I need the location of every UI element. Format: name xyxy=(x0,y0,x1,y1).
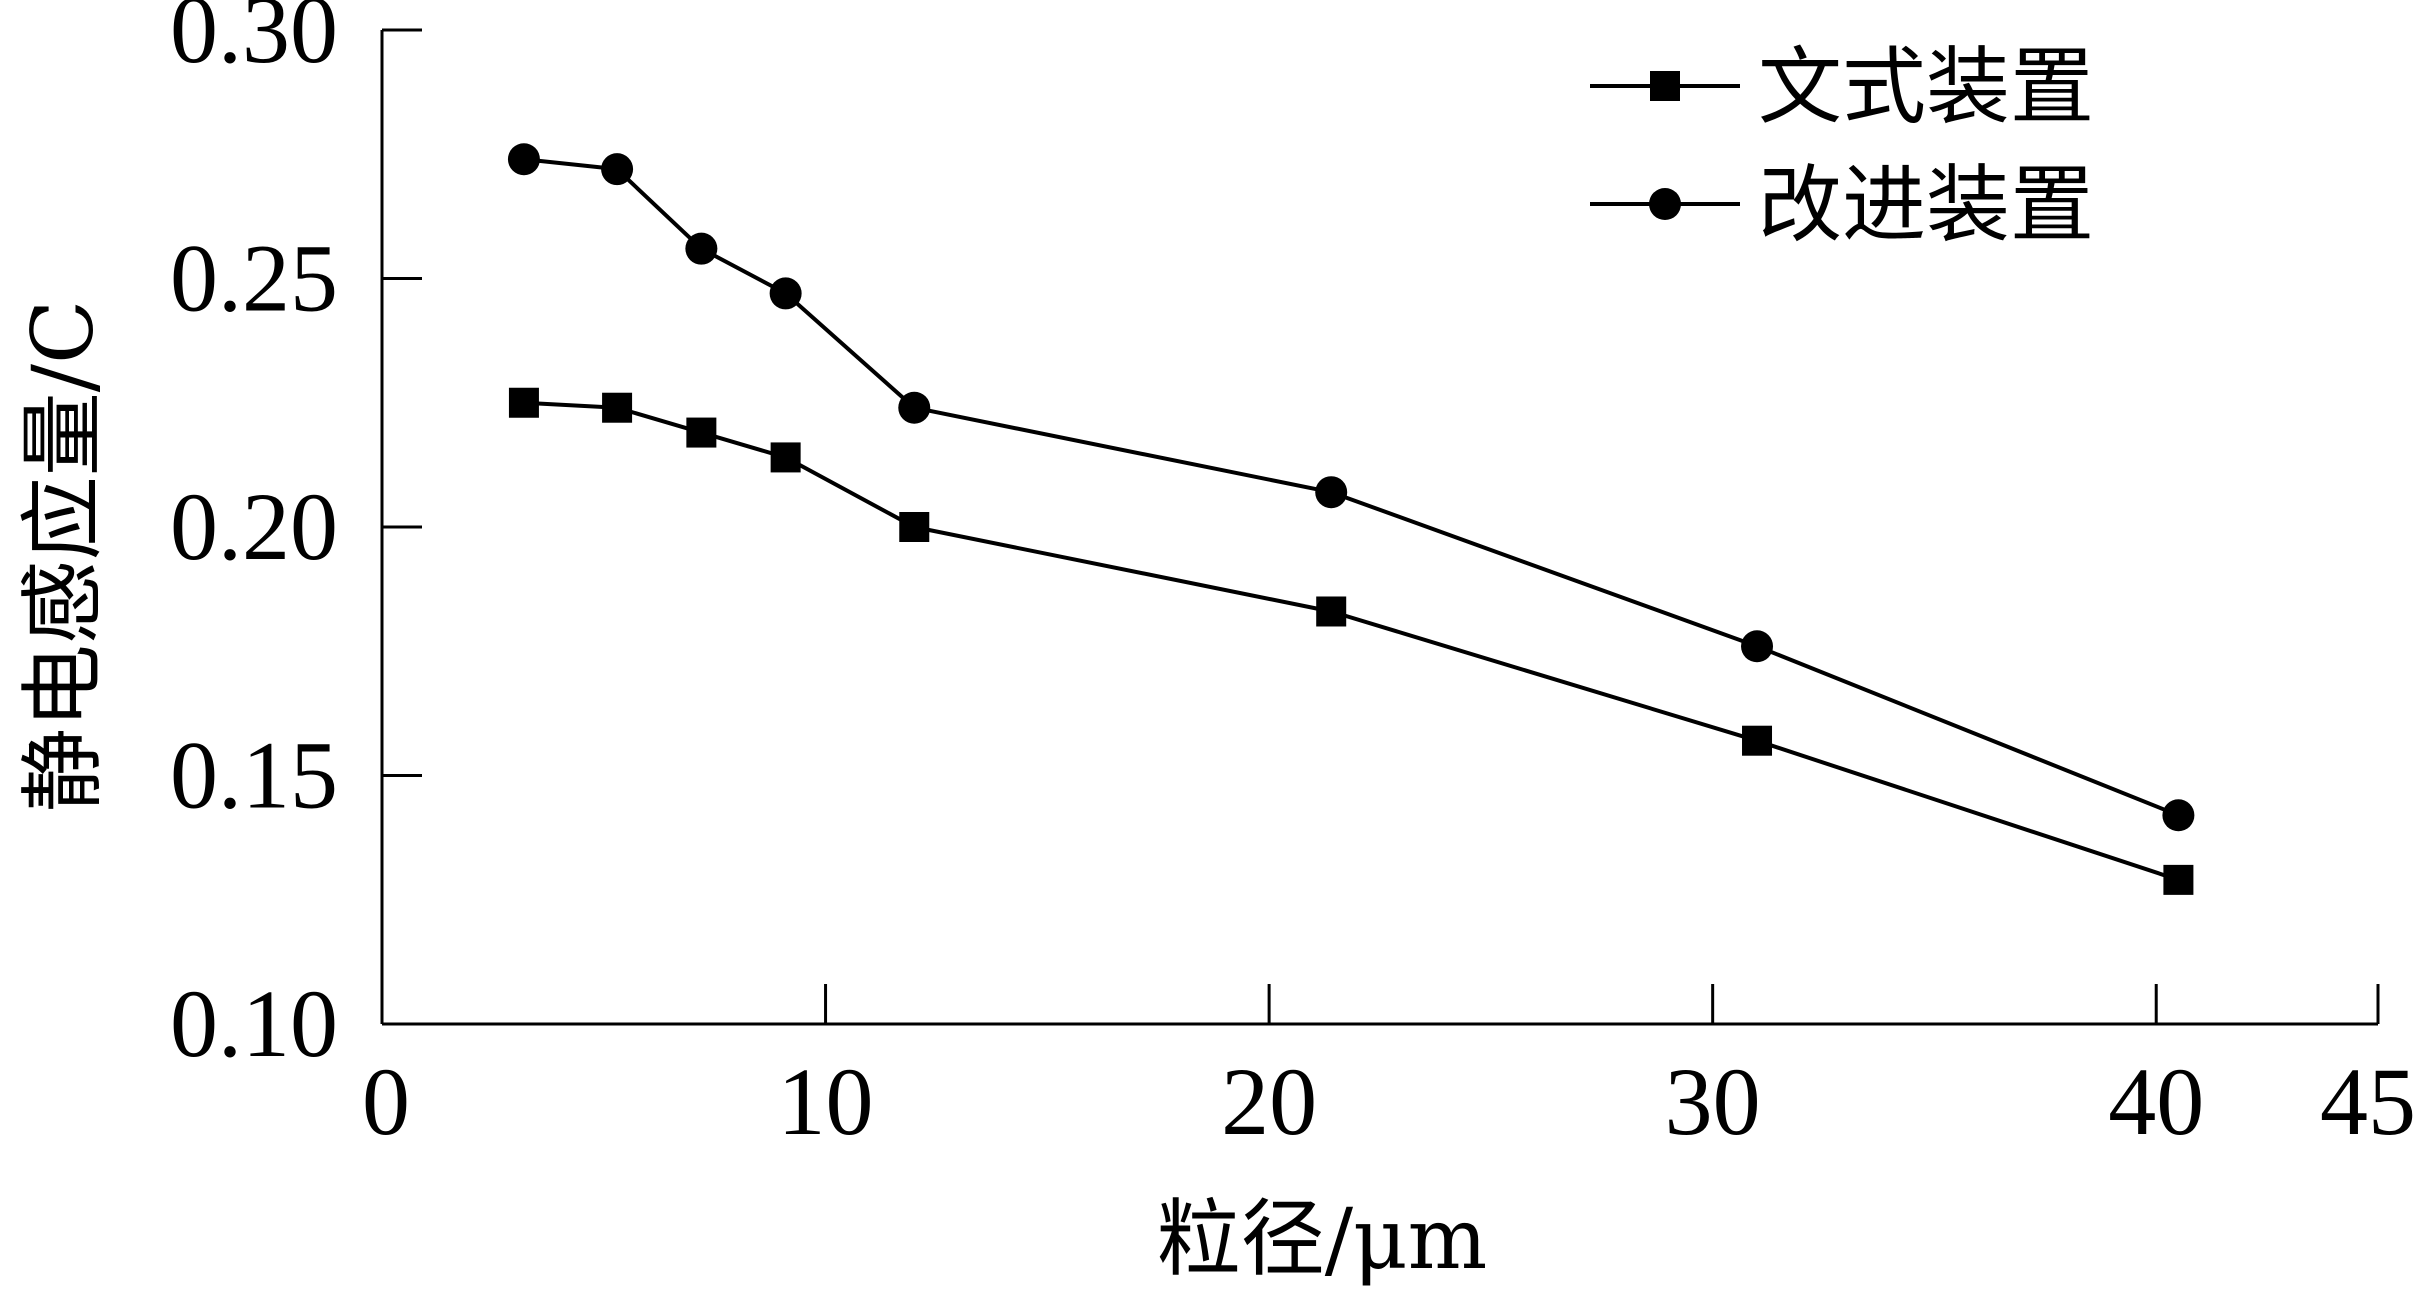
data-point xyxy=(686,417,717,448)
data-point xyxy=(1742,725,1773,756)
series-line xyxy=(523,400,2180,882)
data-point xyxy=(685,232,718,265)
series-layer xyxy=(507,143,2195,895)
data-point xyxy=(602,392,633,423)
series-line xyxy=(523,157,2180,818)
x-tick-label: 0 xyxy=(362,1048,410,1155)
data-point xyxy=(2163,864,2194,895)
data-point xyxy=(508,387,539,418)
x-tick-label: 45 xyxy=(2320,1048,2416,1155)
legend-marker xyxy=(1649,188,1681,220)
series-1 xyxy=(508,387,2194,895)
data-point xyxy=(1315,476,1348,509)
legend-label: 文式装置 xyxy=(1758,38,2094,136)
legend-label: 改进装置 xyxy=(1758,156,2094,254)
y-tick-label: 0.25 xyxy=(170,225,338,332)
data-point xyxy=(770,442,801,473)
y-axis-title: 静电感应量/C xyxy=(14,300,112,813)
y-tick-label: 0.30 xyxy=(170,0,338,83)
y-tick-label: 0.20 xyxy=(170,473,338,580)
series-2 xyxy=(507,143,2195,832)
data-point xyxy=(507,143,540,176)
x-tick-label: 30 xyxy=(1665,1048,1761,1155)
legend-entry: 文式装置 xyxy=(1590,38,2094,136)
x-axis-title: 粒径/μm xyxy=(1157,1190,1488,1288)
data-point xyxy=(601,153,634,186)
legend-entry: 改进装置 xyxy=(1590,156,2094,254)
x-tick-label: 40 xyxy=(2108,1048,2204,1155)
x-tick-label: 20 xyxy=(1221,1048,1317,1155)
data-point xyxy=(1316,596,1347,627)
legend-marker xyxy=(1650,71,1680,101)
data-point xyxy=(899,512,930,542)
data-point xyxy=(769,277,802,310)
data-point xyxy=(1741,630,1774,663)
ticks: 0.10 0.15 0.20 0.25 0.30 0 10 20 30 40 45 xyxy=(170,0,2416,1155)
y-tick-label: 0.15 xyxy=(170,722,338,829)
data-point xyxy=(2162,799,2195,832)
data-point xyxy=(898,391,931,424)
y-tick-label: 0.10 xyxy=(170,970,338,1077)
x-tick-label: 10 xyxy=(778,1048,874,1155)
